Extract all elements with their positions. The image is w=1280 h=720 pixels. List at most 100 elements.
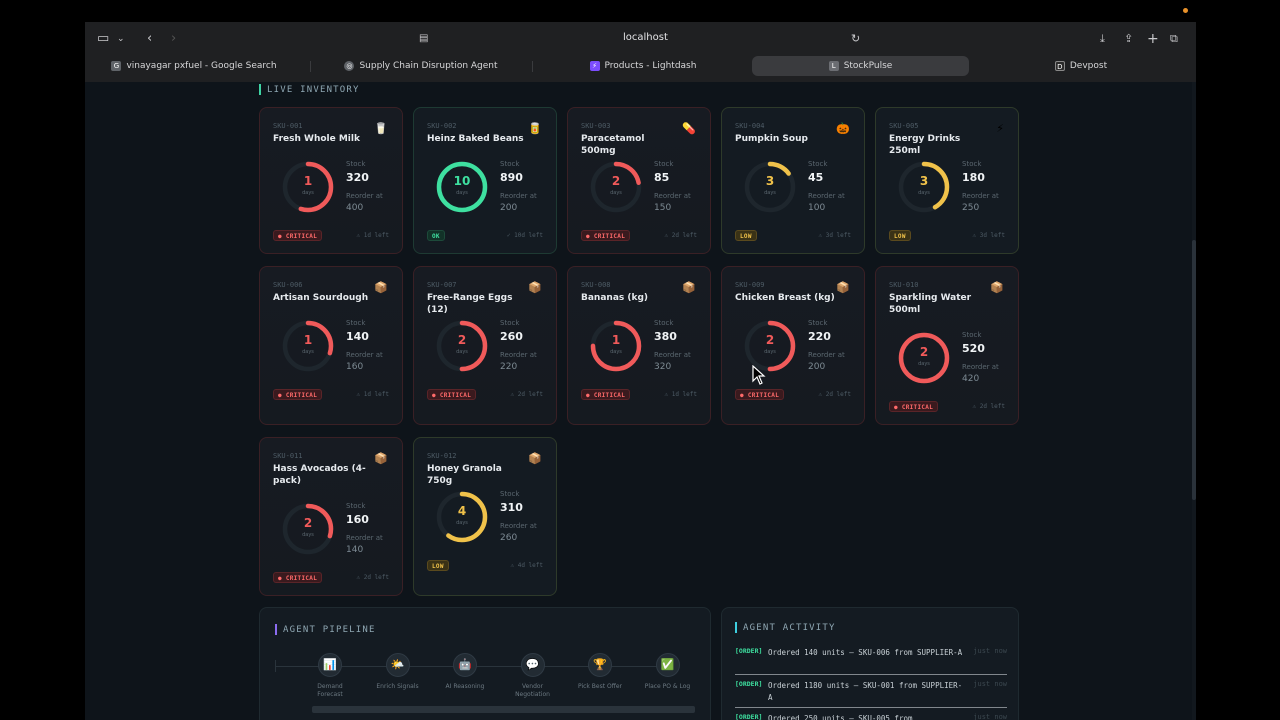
reorder-label: Reorder at [654,192,691,200]
pipeline-step[interactable]: 🏆 Pick Best Offer [575,653,625,691]
forward-icon[interactable]: › [171,31,177,46]
inventory-card[interactable]: SKU-003 Paracetamol 500mg 💊 2 days Stock… [567,107,711,254]
sku-code: SKU-011 [273,452,303,460]
inventory-card[interactable]: SKU-012 Honey Granola 750g 📦 4 days Stoc… [413,437,557,596]
days-ring: 2 days [588,159,644,215]
product-icon: 📦 [528,452,542,465]
reorder-value: 100 [808,203,826,213]
days-ring: 3 days [896,159,952,215]
pipeline-step[interactable]: ✅ Place PO & Log [643,653,693,691]
days-ring: 2 days [742,318,798,374]
stock-value: 310 [500,501,523,514]
stock-value: 520 [962,342,985,355]
days-unit: days [764,190,776,196]
agent-activity-panel: AGENT ACTIVITY [ORDER] Ordered 140 units… [721,607,1019,720]
inventory-card[interactable]: SKU-007 Free-Range Eggs (12) 📦 2 days St… [413,266,557,425]
inventory-card[interactable]: SKU-006 Artisan Sourdough 📦 1 days Stock… [259,266,403,425]
product-name: Sparkling Water 500ml [889,293,972,315]
activity-message: Ordered 250 units — SKU-005 from [768,714,913,720]
page-settings-icon[interactable]: ▤ [419,33,429,44]
reorder-label: Reorder at [500,522,537,530]
sidebar-toggle-icon[interactable]: ▭ [97,31,110,46]
trophy-icon: 🏆 [588,653,612,677]
reorder-value: 140 [346,545,364,555]
stock-label: Stock [346,319,366,327]
download-icon[interactable]: ⤓ [1100,32,1105,45]
status-badge: ● CRITICAL [581,230,631,241]
page-content: LIVE INVENTORY SKU-001 Fresh Whole Milk … [85,82,1196,720]
inventory-card[interactable]: SKU-010 Sparkling Water 500ml 📦 2 days S… [875,266,1019,425]
tab-label: Products - Lightdash [604,61,697,71]
pipeline-step[interactable]: 💬 Vendor Negotiation [508,653,558,699]
pipeline-start-marker [275,660,276,672]
stock-value: 180 [962,171,985,184]
days-left-text: ⚠ 4d left [510,562,543,569]
stock-label: Stock [500,490,520,498]
pipeline-step[interactable]: 📊 Demand Forecast [305,653,355,699]
days-value: 1 [303,333,313,347]
days-value: 1 [611,333,621,347]
reorder-value: 320 [654,362,672,372]
robot-icon: 🤖 [453,653,477,677]
inventory-card[interactable]: SKU-004 Pumpkin Soup 🎃 3 days Stock 45 R… [721,107,865,254]
reorder-value: 420 [962,374,980,384]
reload-icon[interactable]: ↻ [851,32,861,45]
url-field[interactable]: localhost [623,32,668,43]
tab-devpost[interactable]: D Devpost [971,56,1191,76]
tab-google-search[interactable]: G vinayagar pxfuel - Google Search [89,56,299,76]
pipeline-step[interactable]: 🤖 AI Reasoning [440,653,490,691]
days-ring: 2 days [280,501,336,557]
inventory-card[interactable]: SKU-008 Bananas (kg) 📦 1 days Stock 380 … [567,266,711,425]
tab-divider [532,61,533,72]
days-unit: days [918,190,930,196]
agent-pipeline-heading: AGENT PIPELINE [275,624,376,635]
days-left-text: ⚠ 2d left [510,391,543,398]
product-icon: 🥛 [374,122,388,135]
new-tab-icon[interactable]: + [1147,31,1159,47]
sku-code: SKU-001 [273,122,303,130]
product-name: Fresh Whole Milk [273,134,360,144]
stock-value: 85 [654,171,670,184]
stock-value: 220 [808,330,831,343]
days-ring: 10 days [434,159,490,215]
days-value: 2 [765,333,775,347]
page-scroll-thumb[interactable] [1192,240,1196,500]
inventory-card[interactable]: SKU-011 Hass Avocados (4-pack) 📦 2 days … [259,437,403,596]
tab-label: vinayagar pxfuel - Google Search [126,61,277,71]
pipeline-step[interactable]: 🌤️ Enrich Signals [373,653,423,691]
days-left-text: ✓ 10d left [506,232,543,239]
inventory-card[interactable]: SKU-009 Chicken Breast (kg) 📦 2 days Sto… [721,266,865,425]
pipeline-scrollbar[interactable] [312,706,695,713]
globe-icon: ◎ [344,61,355,71]
activity-time: just now [973,680,1007,688]
inventory-card[interactable]: SKU-005 Energy Drinks 250ml ⚡ 3 days Sto… [875,107,1019,254]
sku-code: SKU-005 [889,122,919,130]
tab-lightdash[interactable]: ⚡ Products - Lightdash [533,56,753,76]
inventory-card[interactable]: SKU-002 Heinz Baked Beans 🥫 10 days Stoc… [413,107,557,254]
product-icon: 💊 [682,122,696,135]
days-ring: 2 days [434,318,490,374]
days-unit: days [610,190,622,196]
tab-divider [310,61,311,72]
reorder-value: 160 [346,362,364,372]
tab-stockpulse[interactable]: L StockPulse [752,56,969,76]
sku-code: SKU-010 [889,281,919,289]
activity-tag: [ORDER] [735,647,763,655]
ring-graphic [590,320,642,372]
chevron-down-icon[interactable]: ⌄ [117,34,125,44]
pipeline-step-label: Demand Forecast [317,683,343,698]
back-icon[interactable]: ‹ [147,31,153,46]
sku-code: SKU-007 [427,281,457,289]
days-left-text: ⚠ 2d left [972,403,1005,410]
days-ring: 2 days [896,330,952,386]
product-name: Paracetamol 500mg [581,134,645,156]
days-ring: 3 days [742,159,798,215]
tab-supply-chain-agent[interactable]: ◎ Supply Chain Disruption Agent [311,56,531,76]
days-left-text: ⚠ 1d left [664,391,697,398]
share-icon[interactable]: ⇪ [1124,32,1134,45]
inventory-card[interactable]: SKU-001 Fresh Whole Milk 🥛 1 days Stock … [259,107,403,254]
days-ring: 1 days [280,318,336,374]
tab-overview-icon[interactable]: ⧉ [1170,32,1178,45]
days-value: 3 [919,174,929,188]
stock-label: Stock [346,160,366,168]
